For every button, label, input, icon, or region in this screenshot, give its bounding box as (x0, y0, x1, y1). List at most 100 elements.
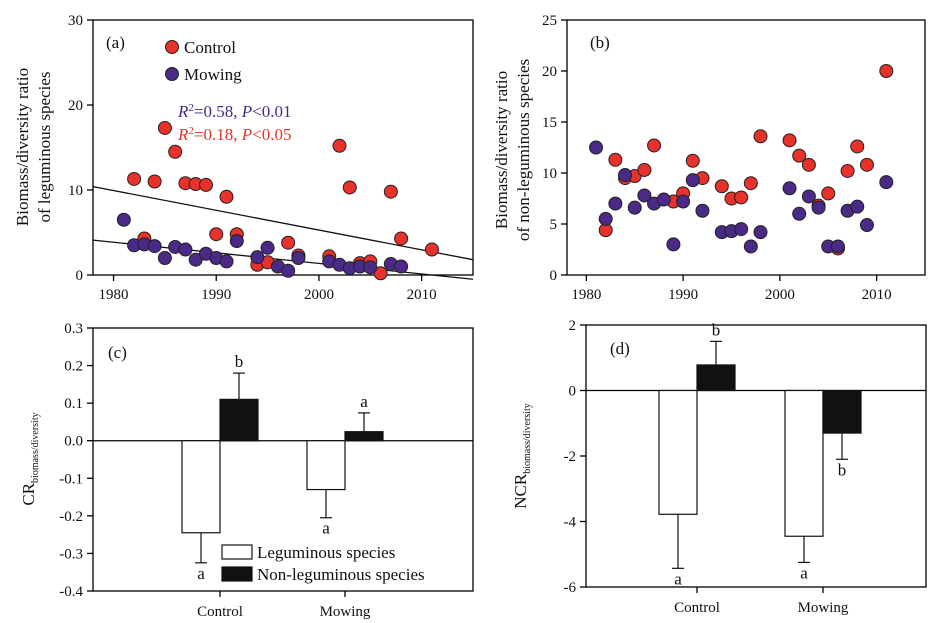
point-mowing (782, 181, 797, 196)
panel-d: (d) NCRbiomass/diversity 2 0 -2 -4 -6 Control… (511, 318, 927, 616)
panel-a-ylabel-line2: of leguminous species (35, 71, 54, 222)
significance-letter: a (800, 563, 808, 582)
point-control (753, 129, 768, 144)
x-category-label: Control (197, 604, 243, 620)
point-control (394, 231, 409, 246)
panel-d-label: (d) (610, 339, 630, 358)
x-tick-label: 1990 (668, 287, 698, 303)
point-mowing (830, 239, 845, 254)
x-category-label: Mowing (320, 604, 371, 620)
panel-b-ylabel-line2: of non-leguminous species (514, 59, 533, 241)
point-mowing (291, 251, 306, 265)
bar-nonleguminous (219, 398, 259, 442)
panel-a-points (116, 120, 439, 281)
point-mowing (666, 237, 681, 252)
annotation-mowing-stat: R2=0.58, P<0.01 (177, 102, 291, 121)
point-mowing (116, 212, 131, 227)
x-tick-label: 2010 (862, 287, 892, 303)
point-control (840, 163, 855, 178)
point-control (685, 153, 700, 168)
bar-leguminous (181, 440, 221, 534)
significance-letter: b (235, 352, 244, 371)
bar-nonleguminous (344, 431, 384, 442)
point-control (714, 179, 729, 194)
panel-c-bars: a a b a (181, 352, 384, 583)
annotation-mowing-sup: 2 (188, 102, 194, 114)
panel-b-points (589, 64, 894, 256)
panel-c-axes: 0.3 0.2 0.1 0.0 -0.1 -0.2 -0.3 -0.4 Control Mowin… (59, 321, 473, 620)
point-control (157, 120, 172, 135)
panel-b-ylabel-line1: Biomass/diversity ratio (492, 71, 511, 229)
y-tick-label: -0.4 (59, 584, 83, 600)
point-control (342, 180, 357, 195)
panel-b-frame (566, 19, 926, 276)
x-tick-label: 1980 (99, 287, 129, 303)
point-control (637, 162, 652, 177)
legend-leguminous-swatch (221, 544, 253, 560)
y-tick-label: 0 (550, 268, 558, 284)
panel-b-axes: 1980 1990 2000 2010 0 5 10 15 20 25 (542, 13, 892, 303)
panel-a-ylabel-line1: Biomass/diversity ratio (13, 68, 32, 226)
y-tick-label: -0.1 (59, 471, 83, 487)
x-category-label: Mowing (798, 600, 849, 616)
point-mowing (608, 196, 623, 211)
point-mowing (363, 260, 378, 275)
panel-a-legend: Control Mowing (165, 38, 242, 84)
point-mowing (695, 203, 710, 218)
point-mowing (801, 189, 816, 204)
y-tick-label: 0.2 (64, 359, 83, 375)
y-tick-label: 0.0 (64, 434, 83, 450)
x-tick-label: 2000 (304, 287, 334, 303)
y-tick-label: 0.1 (64, 396, 83, 412)
point-control (647, 138, 662, 153)
panel-a-axes: 1980 1990 2000 2010 0 10 20 30 (68, 13, 437, 303)
annotation-mowing-r: R (177, 102, 189, 121)
legend-control-marker (165, 40, 179, 54)
y-tick-label: -0.3 (59, 546, 83, 562)
y-tick-label: -4 (564, 515, 577, 531)
point-mowing (589, 140, 604, 155)
point-control (147, 174, 162, 189)
point-mowing (734, 222, 749, 237)
point-mowing (656, 192, 671, 207)
point-mowing (281, 263, 296, 278)
point-mowing (188, 252, 203, 267)
point-control (168, 144, 183, 159)
y-tick-label: 25 (542, 13, 557, 29)
point-mowing (811, 200, 826, 215)
y-tick-label: 0.3 (64, 321, 83, 337)
panel-c-frame (92, 327, 474, 592)
annotation-mowing-tail: <0.01 (252, 102, 291, 121)
point-mowing (850, 199, 865, 214)
point-control (782, 133, 797, 148)
point-control (373, 266, 388, 281)
panel-d-ylabel: NCRbiomass/diversity (511, 403, 533, 509)
y-tick-label: 10 (542, 166, 557, 182)
panel-d-axes: 2 0 -2 -4 -6 Control Mowing (564, 318, 926, 616)
point-mowing (598, 211, 613, 226)
point-mowing (879, 175, 894, 190)
significance-letter: b (838, 460, 847, 479)
bar-leguminous (306, 440, 346, 491)
legend-leguminous-label: Leguminous species (257, 543, 395, 562)
panel-d-ylabel-main: NCR (511, 473, 530, 509)
y-tick-label: 20 (542, 64, 557, 80)
point-mowing (260, 240, 275, 255)
point-control (424, 242, 439, 257)
point-mowing (618, 168, 633, 183)
point-control (198, 177, 213, 192)
point-mowing (147, 239, 162, 254)
bar-leguminous (658, 389, 698, 515)
annotation-control-tail: <0.05 (252, 125, 291, 144)
point-control (209, 227, 224, 242)
panel-a-label: (a) (106, 33, 125, 52)
x-category-label: Control (674, 600, 720, 616)
point-mowing (685, 173, 700, 188)
point-mowing (219, 254, 234, 269)
legend-nonleguminous-swatch (221, 566, 253, 582)
point-mowing (637, 188, 652, 203)
point-control (850, 139, 865, 154)
y-tick-label: -2 (564, 449, 577, 465)
